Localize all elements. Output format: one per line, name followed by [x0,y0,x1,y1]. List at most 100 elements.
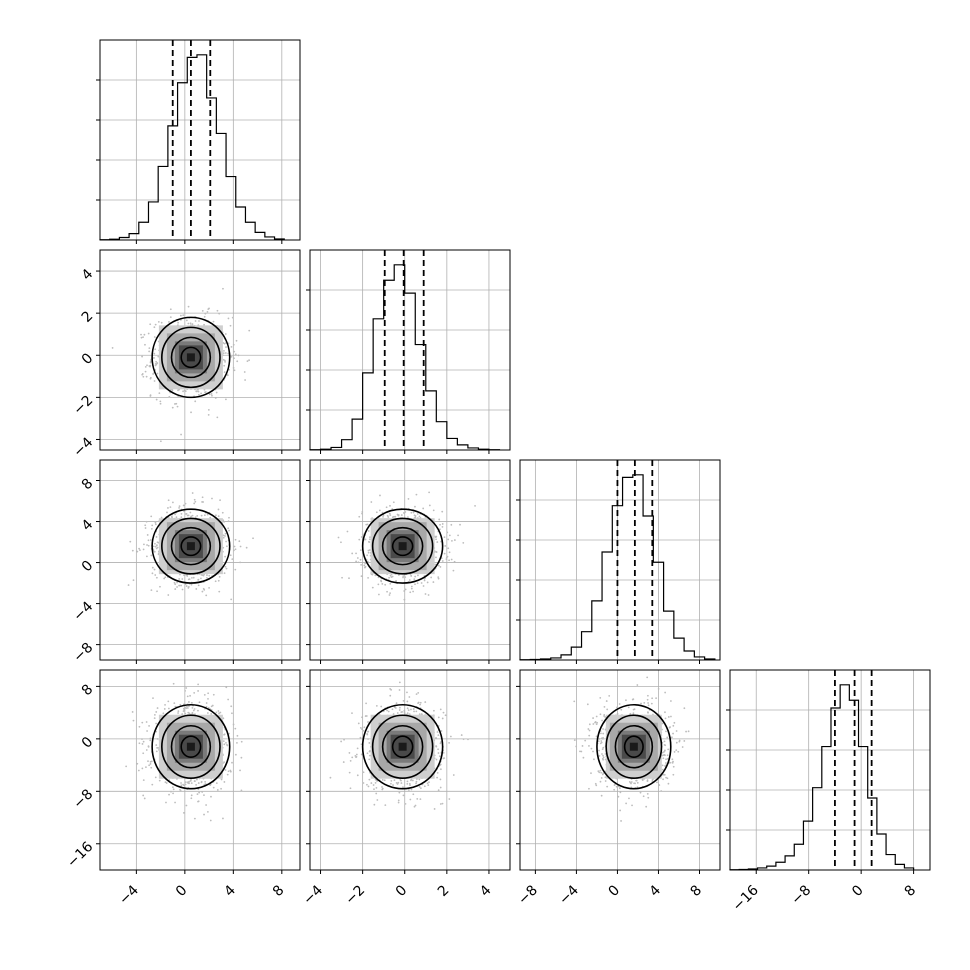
sample-point [403,598,406,601]
sample-point [418,785,421,788]
sample-point [419,787,422,790]
sample-point [234,538,237,541]
sample-point [193,498,196,501]
scatter-panel-2-1 [306,459,511,664]
sample-point [358,538,361,541]
sample-point [190,515,193,518]
sample-point [423,785,426,788]
sample-point [205,804,208,806]
sample-point [154,521,157,524]
sample-point [424,593,427,595]
sample-point [180,512,183,515]
sample-point [219,711,222,714]
sample-point [176,581,178,584]
sample-point [155,360,158,363]
sample-point [361,512,363,515]
sample-point [224,555,226,558]
sample-point [592,723,595,725]
sample-point [426,581,429,584]
contour-1 [170,336,212,379]
sample-point [377,583,380,586]
sample-point [357,722,360,725]
sample-point [184,502,187,505]
sample-point [224,535,226,537]
sample-point [142,740,145,743]
sample-point [432,509,435,512]
sample-point [182,783,184,786]
y-tick-label: 4 [79,266,97,284]
sample-point [340,541,342,544]
sample-point [184,712,187,715]
hist-panel-0 [96,39,301,244]
sample-point [223,349,225,352]
sample-point [164,781,167,784]
sample-point [368,754,371,757]
sample-point [204,781,207,783]
sample-point [168,321,170,323]
sample-point [149,739,152,742]
sample-point [361,716,363,719]
sample-point [359,736,362,739]
sample-point [359,726,362,729]
sample-point [619,791,622,794]
x-tick-label: −4 [300,882,326,908]
sample-point [441,560,444,562]
contour-2 [161,714,221,779]
sample-point [440,730,443,732]
sample-point [141,373,144,376]
sample-point [178,505,181,508]
sample-point [159,585,161,588]
sample-point [424,701,427,703]
sample-point [177,712,180,714]
sample-point [190,797,193,800]
panel-content [329,681,469,810]
sample-point [233,549,235,552]
sample-point [217,710,220,712]
sample-point [389,514,392,517]
sample-point [226,374,229,377]
sample-point [225,567,228,570]
sample-point [449,735,452,738]
sample-point [435,745,438,748]
sample-point [381,583,384,585]
sample-point [374,781,377,784]
sample-point [232,366,235,369]
sample-point [448,559,450,562]
sample-point [430,576,433,579]
sample-point [227,317,230,320]
sample-point [204,391,207,393]
sample-point [236,360,239,363]
sample-point [175,516,178,519]
sample-point [131,549,134,552]
sample-point [173,702,176,705]
sample-point [370,501,373,503]
sample-point [462,738,465,741]
sample-point [415,780,418,783]
sample-point [407,789,410,791]
sample-point [146,544,148,546]
sample-point [409,784,411,787]
sample-point [201,496,204,499]
sample-point [391,575,394,578]
sample-point [193,817,196,820]
sample-point [351,756,354,759]
sample-point [234,753,237,756]
sample-point [448,741,451,744]
sample-point [142,752,145,755]
sample-point [389,592,391,595]
x-tick-label: 0 [173,882,191,900]
sample-point [165,801,167,804]
sample-point [157,355,160,358]
sample-point [227,352,230,355]
sample-point [341,576,343,579]
contour-1 [170,724,212,769]
sample-point [156,372,159,375]
sample-point [441,525,444,528]
sample-point [150,554,153,557]
sample-point [197,800,200,803]
sample-point [233,350,236,353]
contour-3 [361,703,444,790]
sample-point [349,759,352,762]
sample-point [234,568,237,571]
sample-point [212,693,215,696]
